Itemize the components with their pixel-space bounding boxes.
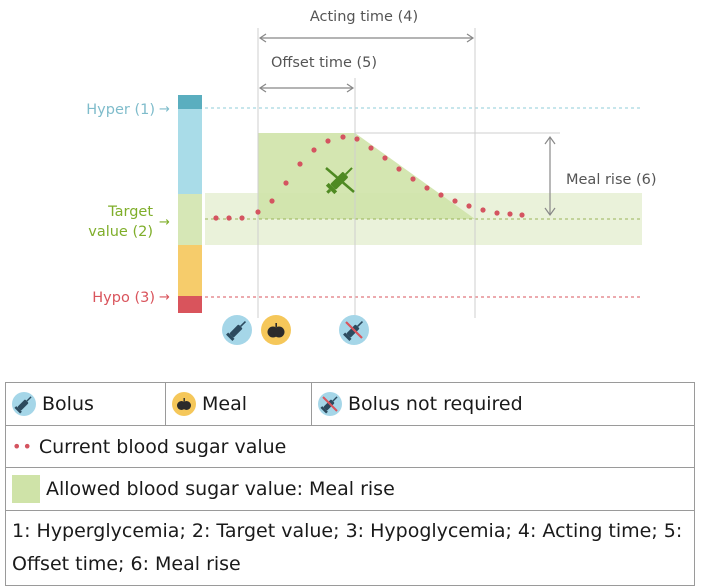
sugar-dot <box>297 161 303 167</box>
scale-low <box>178 245 202 296</box>
dots-icon: •• <box>12 437 33 456</box>
legend-current-value-cell: •• Current blood sugar value <box>5 425 695 468</box>
sugar-dot <box>213 215 219 221</box>
legend-bolus-cell: Bolus <box>5 382 166 426</box>
scale-hyper-cap <box>178 95 202 109</box>
offset-time-arrowhead-left <box>258 83 267 93</box>
sugar-dot <box>480 207 486 213</box>
syringe-crossed-icon <box>318 392 342 416</box>
blood-sugar-dots <box>213 134 525 221</box>
sugar-dot <box>382 155 388 161</box>
sugar-dot <box>452 198 458 204</box>
sugar-dot <box>494 210 500 216</box>
scale-hyper <box>178 109 202 194</box>
sugar-dot <box>226 215 232 221</box>
meal-rise-arrowhead-bottom <box>544 207 556 217</box>
legend-bolus-not-required-label: Bolus not required <box>348 393 523 415</box>
legend-allowed-value-cell: Allowed blood sugar value: Meal rise <box>5 467 695 511</box>
scale-target <box>178 194 202 245</box>
apple-icon <box>172 392 196 416</box>
sugar-dot <box>424 185 430 191</box>
legend-meal-label: Meal <box>202 393 248 415</box>
bolus-not-required-icon <box>339 315 369 345</box>
syringe-crossed-icon <box>325 167 355 195</box>
offset-time-label: Offset time (5) <box>271 55 377 71</box>
legend-table: Bolus Meal <box>5 382 695 586</box>
sugar-dot <box>519 212 525 218</box>
hyper-label: Hyper (1) <box>86 102 155 118</box>
sugar-dot <box>507 211 513 217</box>
sugar-dot <box>466 203 472 209</box>
sugar-dot <box>340 134 346 140</box>
meal-rise-area <box>258 133 475 219</box>
legend-current-value-label: Current blood sugar value <box>38 435 287 458</box>
sugar-dot <box>396 166 402 172</box>
target-arrow: → <box>159 215 170 230</box>
hyper-arrow: → <box>159 102 170 117</box>
sugar-dot <box>325 138 331 144</box>
meal-rise-arrowhead-top <box>544 135 556 145</box>
sugar-dot <box>368 145 374 151</box>
legend-footnote: 1: Hyperglycemia; 2: Target value; 3: Hy… <box>12 520 683 575</box>
hypo-label: Hypo (3) <box>92 290 155 306</box>
acting-time-arrowhead-left <box>258 33 267 43</box>
acting-time-label: Acting time (4) <box>310 9 418 25</box>
syringe-icon <box>12 392 36 416</box>
sugar-dot <box>410 176 416 182</box>
allowed-area-swatch-icon <box>12 475 40 503</box>
sugar-dot <box>311 147 317 153</box>
sugar-dot <box>255 209 261 215</box>
legend-meal-cell: Meal <box>165 382 312 426</box>
offset-time-arrowhead-right <box>346 83 355 93</box>
sugar-dot <box>438 192 444 198</box>
sugar-dot <box>354 136 360 142</box>
bolus-icon <box>222 315 252 345</box>
legend-allowed-value-label: Allowed blood sugar value: Meal rise <box>46 478 395 500</box>
blood-sugar-diagram: Acting time (4) Offset time (5) Meal ris… <box>86 9 657 345</box>
meal-icon <box>261 315 291 345</box>
legend-bolus-label: Bolus <box>42 393 94 415</box>
sugar-dot <box>283 180 289 186</box>
sugar-dot <box>239 215 245 221</box>
legend-footnote-cell: 1: Hyperglycemia; 2: Target value; 3: Hy… <box>5 510 695 586</box>
target-label-line1: Target <box>107 204 153 220</box>
target-label-line2: value (2) <box>88 224 153 240</box>
sugar-dot <box>269 198 275 204</box>
hypo-arrow: → <box>159 290 170 305</box>
scale-hypo <box>178 296 202 313</box>
acting-time-arrowhead-right <box>466 33 475 43</box>
legend-bolus-not-required-cell: Bolus not required <box>311 382 695 426</box>
meal-rise-label: Meal rise (6) <box>566 172 657 188</box>
